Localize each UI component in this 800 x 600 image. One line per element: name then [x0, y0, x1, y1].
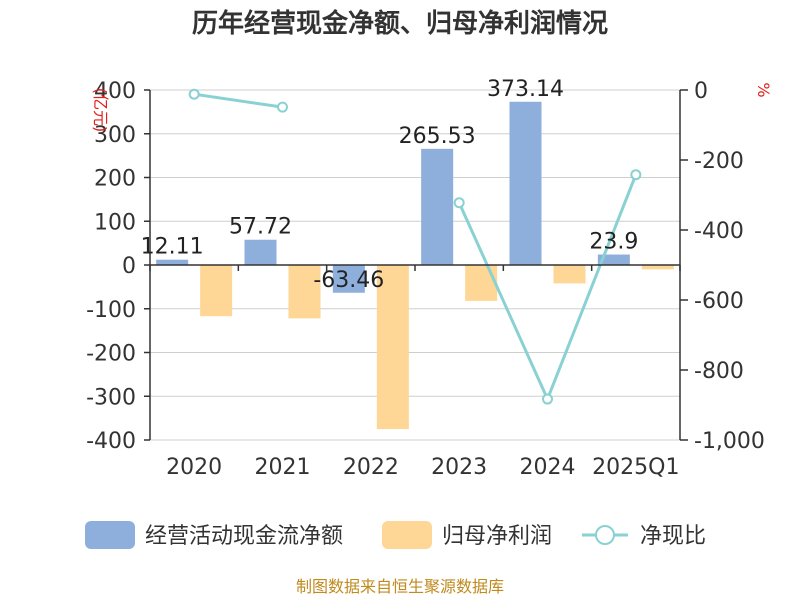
line-point — [542, 393, 553, 405]
line-point — [188, 88, 200, 100]
bar-operating-cash-flow — [421, 148, 454, 265]
data-label-operating-cash-flow: 57.72 — [229, 215, 292, 240]
bar-net-profit — [465, 265, 498, 301]
bar-operating-cash-flow — [597, 254, 630, 265]
right-tick-label: -1,000 — [694, 429, 765, 454]
bar-operating-cash-flow — [509, 101, 542, 265]
right-tick-label: 0 — [694, 79, 708, 104]
legend-label-net-cash-ratio: 净现比 — [640, 524, 706, 549]
data-label-operating-cash-flow: 12.11 — [141, 235, 204, 260]
chart-title: 历年经营现金净额、归母净利润情况 — [192, 8, 608, 39]
x-tick-label: 2020 — [166, 455, 222, 480]
left-tick-label: -200 — [86, 342, 136, 367]
line-series — [188, 88, 642, 405]
line-point — [453, 197, 465, 209]
right-tick-label: -800 — [694, 359, 744, 384]
x-tick-label: 2024 — [520, 455, 576, 480]
legend-swatch-net-profit — [382, 521, 432, 549]
right-axis-unit: % — [754, 82, 773, 97]
left-tick-label: 0 — [122, 254, 136, 279]
legend-swatch-operating-cash-flow — [85, 521, 135, 549]
right-axis: 0 -200 -400 -600 -800 -1,000 — [679, 79, 765, 454]
legend-swatch-marker — [595, 525, 615, 545]
x-tick-label: 2023 — [431, 455, 487, 480]
left-axis-unit: (亿元) — [91, 88, 110, 133]
left-tick-label: 100 — [94, 210, 136, 235]
line-point — [630, 169, 642, 181]
bar-net-profit — [376, 265, 409, 430]
data-label-operating-cash-flow: 373.14 — [487, 77, 564, 102]
right-tick-label: -600 — [694, 289, 744, 314]
bar-operating-cash-flow — [244, 239, 277, 265]
left-tick-label: -300 — [86, 385, 136, 410]
source-note: 制图数据来自恒生聚源数据库 — [296, 577, 504, 596]
right-tick-label: -400 — [694, 219, 744, 244]
data-label-operating-cash-flow: 23.9 — [589, 230, 638, 255]
left-tick-label: 400 — [94, 79, 136, 104]
left-axis: 400 300 200 100 0 -100 -200 -300 -400 — [86, 79, 151, 454]
legend-label-net-profit: 归母净利润 — [442, 524, 552, 549]
bar-net-profit — [200, 265, 233, 317]
line-point — [277, 101, 288, 113]
right-tick-label: -200 — [694, 149, 744, 174]
x-axis: 2020 2021 2022 2023 2024 2025Q1 — [149, 264, 681, 480]
line-net-cash-ratio — [193, 92, 283, 109]
bars — [156, 101, 674, 430]
bar-net-profit — [641, 265, 674, 270]
x-tick-label: 2021 — [255, 455, 311, 480]
bar-net-profit — [553, 265, 586, 284]
legend-label-operating-cash-flow: 经营活动现金流净额 — [145, 524, 343, 549]
left-tick-label: -100 — [86, 298, 136, 323]
legend: 经营活动现金流净额 归母净利润 净现比 — [85, 521, 706, 549]
left-tick-label: -400 — [86, 429, 136, 454]
left-tick-label: 200 — [94, 167, 136, 192]
data-labels: 12.11 57.72 -63.46 265.53 373.14 23.9 — [141, 77, 639, 293]
x-tick-label: 2022 — [343, 455, 399, 480]
bar-operating-cash-flow — [156, 259, 189, 265]
bar-operating-cash-flow — [332, 265, 365, 293]
bar-net-profit — [288, 265, 321, 319]
data-label-operating-cash-flow: 265.53 — [399, 124, 476, 149]
data-label-operating-cash-flow: -63.46 — [313, 268, 384, 293]
x-tick-label: 2025Q1 — [592, 455, 679, 480]
left-tick-label: 300 — [94, 123, 136, 148]
